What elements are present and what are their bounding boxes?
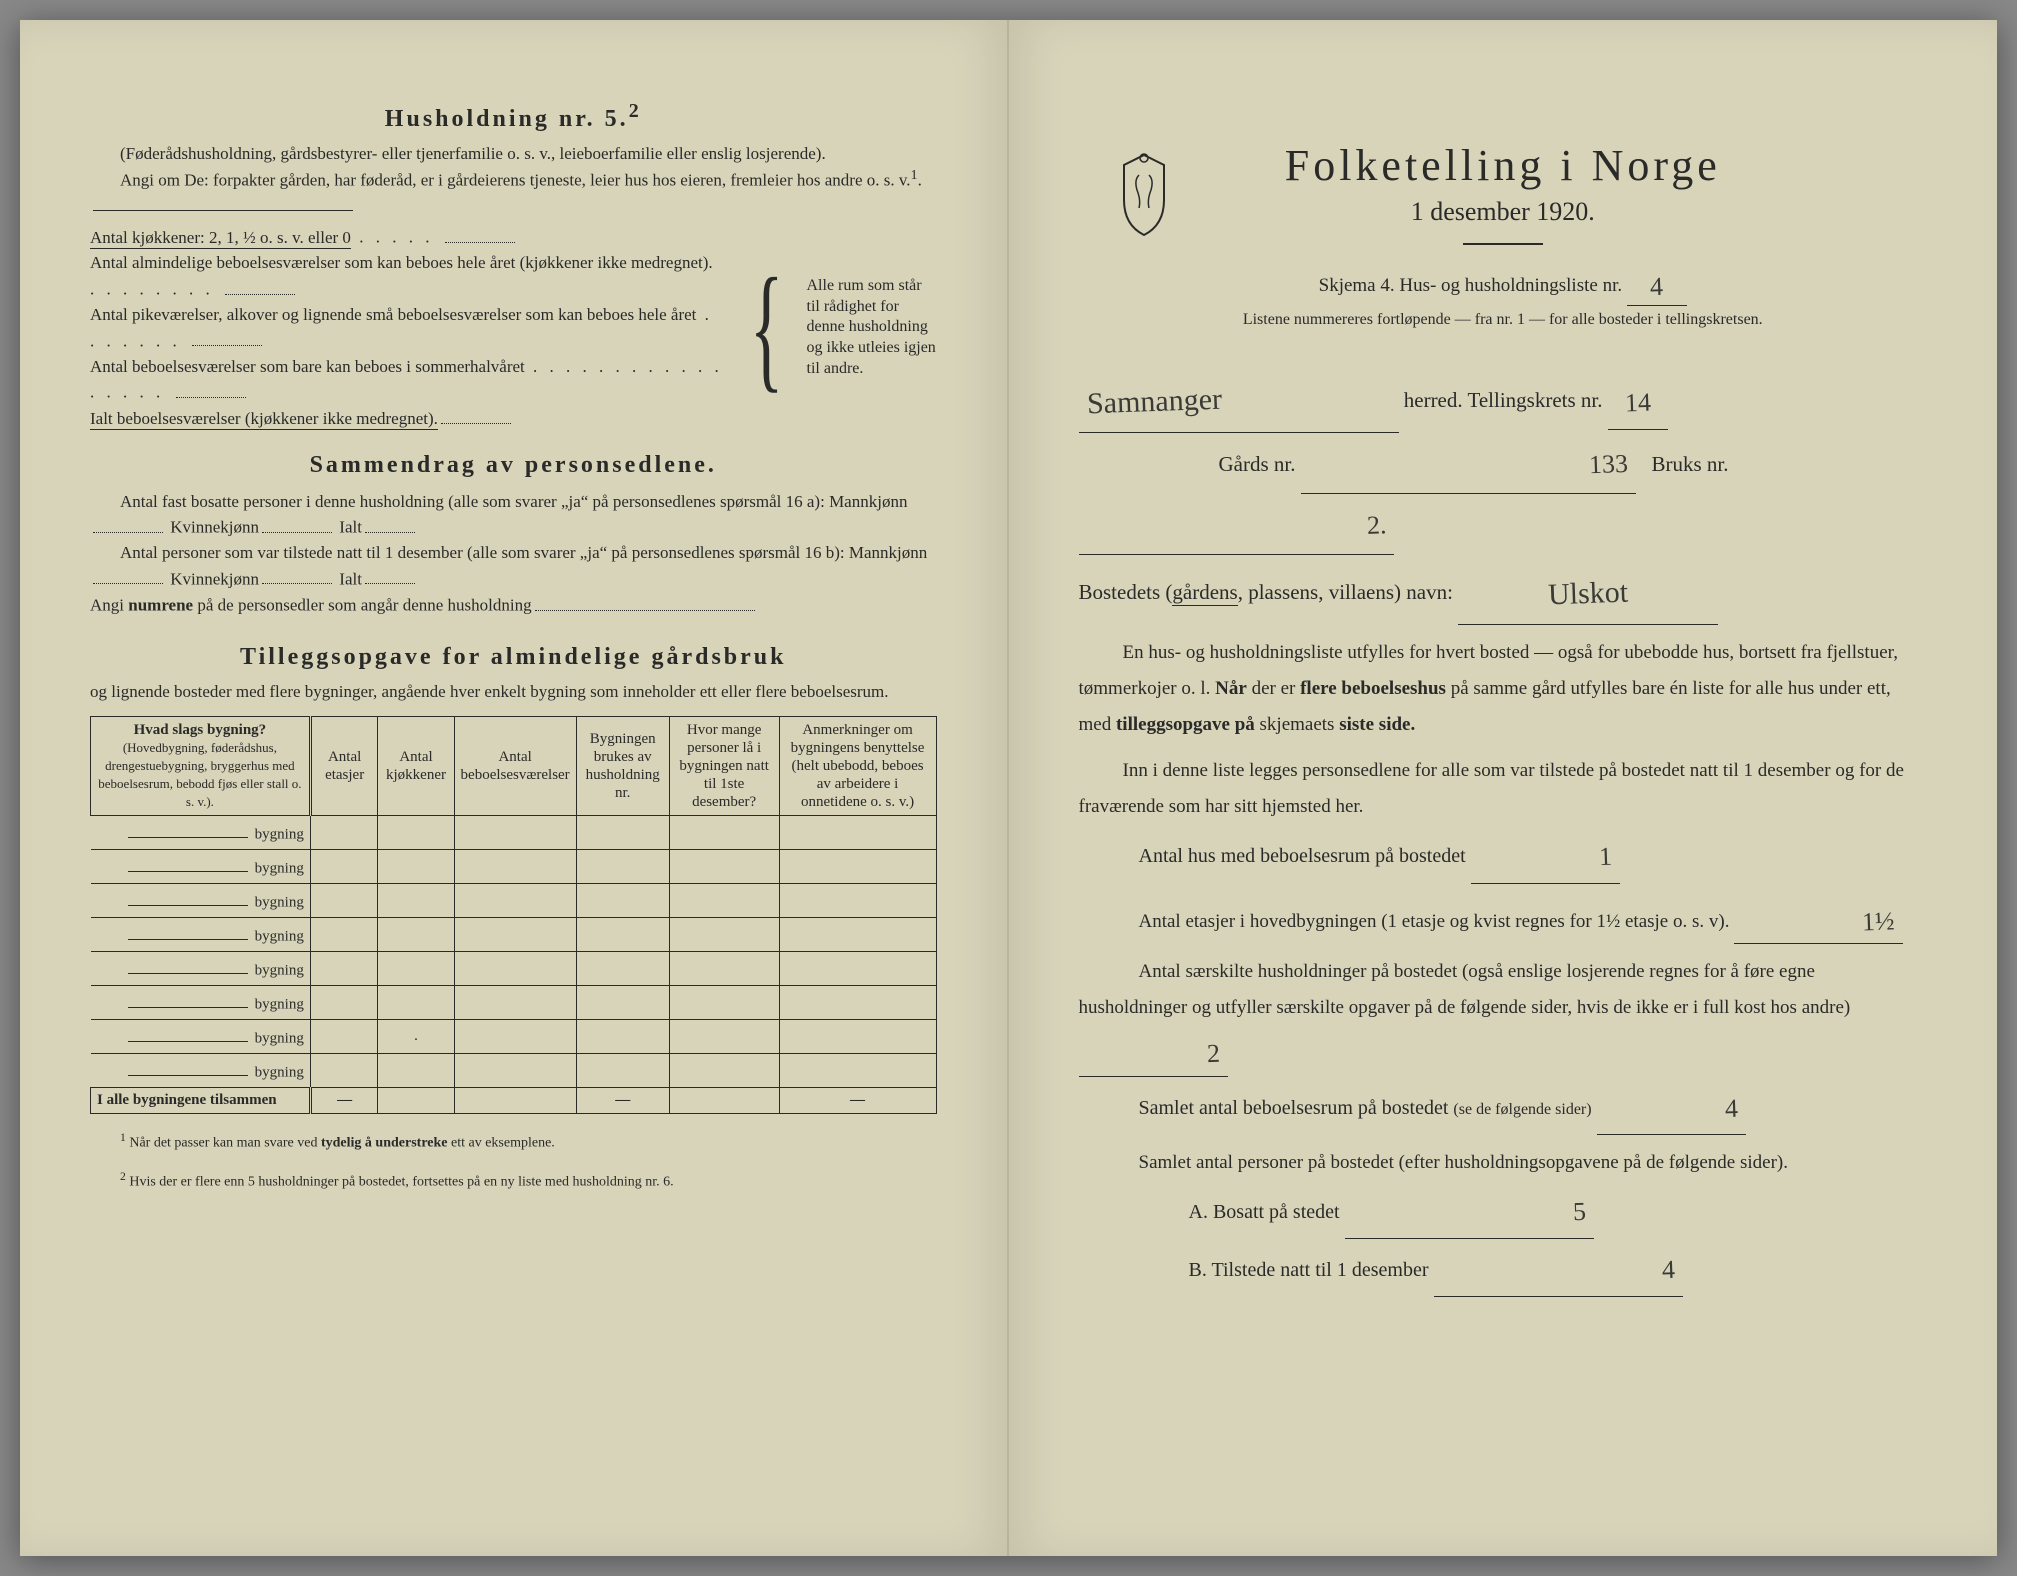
brace-icon: { xyxy=(747,224,787,431)
qb-line: B. Tilstede natt til 1 desember 4 xyxy=(1079,1239,1928,1297)
rooms1-line: Antal almindelige beboelsesværelser som … xyxy=(90,253,713,272)
summary-line3: Angi numrene på de personsedler som angå… xyxy=(90,592,937,618)
skjema-line: Skjema 4. Hus- og husholdningsliste nr. … xyxy=(1079,261,1928,306)
tillegg-title: Tilleggsopgave for almindelige gårdsbruk xyxy=(90,644,937,671)
table-row: bygning xyxy=(91,952,937,986)
rooms-brace-block: Antal kjøkkener: 2, 1, ½ o. s. v. eller … xyxy=(90,224,937,431)
right-page: Folketelling i Norge 1 desember 1920. Sk… xyxy=(1009,20,1998,1556)
divider xyxy=(1463,243,1543,245)
buildings-table: Hvad slags bygning?(Hovedbygning, føderå… xyxy=(90,716,937,1114)
rooms-total-line: Ialt beboelsesværelser (kjøkkener ikke m… xyxy=(90,409,438,430)
bosted-line: Bostedets (gårdens, plassens, villaens) … xyxy=(1079,555,1928,625)
q4-line: Samlet antal beboelsesrum på bostedet (s… xyxy=(1079,1077,1928,1135)
q5-line: Samlet antal personer på bostedet (efter… xyxy=(1079,1145,1928,1181)
herred-line: Samnanger herred. Tellingskrets nr. 14 xyxy=(1079,363,1928,433)
household5-title: Husholdning nr. 5.2 xyxy=(90,100,937,133)
table-row: bygning xyxy=(91,850,937,884)
para2: Inn i denne liste legges personsedlene f… xyxy=(1079,753,1928,825)
table-row: bygning xyxy=(91,918,937,952)
para1: En hus- og husholdningsliste utfylles fo… xyxy=(1079,635,1928,743)
footnote2: 2 Hvis der er flere enn 5 husholdninger … xyxy=(90,1169,937,1192)
q3-line: Antal særskilte husholdninger på bostede… xyxy=(1079,954,1928,1077)
gards-line: Gårds nr. 133 Bruks nr. 2. xyxy=(1079,433,1928,555)
rooms3-line: Antal beboelsesværelser som bare kan beb… xyxy=(90,357,525,376)
footnote1: 1 Når det passer kan man svare ved tydel… xyxy=(90,1130,937,1153)
q1-line: Antal hus med beboelsesrum på bostedet 1 xyxy=(1079,825,1928,883)
household5-note1: (Føderådshusholdning, gårdsbestyrer- ell… xyxy=(90,143,937,166)
document-spread: Husholdning nr. 5.2 (Føderådshusholdning… xyxy=(20,20,1997,1556)
kitchens-line: Antal kjøkkener: 2, 1, ½ o. s. v. eller … xyxy=(90,228,351,249)
table-row: bygning xyxy=(91,884,937,918)
summary-title: Sammendrag av personsedlene. xyxy=(90,452,937,479)
table-row: bygning xyxy=(91,986,937,1020)
page-title: Folketelling i Norge xyxy=(1079,140,1928,191)
q2-line: Antal etasjer i hovedbygningen (1 etasje… xyxy=(1079,894,1928,944)
household5-note2: Angi om De: forpakter gården, har føderå… xyxy=(90,166,937,218)
left-page: Husholdning nr. 5.2 (Føderådshusholdning… xyxy=(20,20,1009,1556)
crest-icon xyxy=(1109,150,1179,240)
table-row: bygning xyxy=(91,1054,937,1088)
page-subtitle: 1 desember 1920. xyxy=(1079,197,1928,227)
table-row: bygning xyxy=(91,816,937,850)
table-totals-row: I alle bygningene tilsammen——— xyxy=(91,1088,937,1114)
liste-note: Listene nummereres fortløpende — fra nr.… xyxy=(1079,306,1928,333)
table-row: bygning. xyxy=(91,1020,937,1054)
brace-text: Alle rum som står til rådighet for denne… xyxy=(807,224,937,431)
rooms2-line: Antal pikeværelser, alkover og lignende … xyxy=(90,305,696,324)
summary-line2: Antal personer som var tilstede natt til… xyxy=(90,540,937,592)
tillegg-sub: og lignende bosteder med flere bygninger… xyxy=(90,681,937,704)
qa-line: A. Bosatt på stedet 5 xyxy=(1079,1181,1928,1239)
summary-line1: Antal fast bosatte personer i denne hush… xyxy=(90,489,937,541)
